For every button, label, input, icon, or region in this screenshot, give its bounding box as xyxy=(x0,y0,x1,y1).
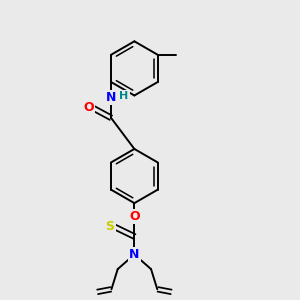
Text: N: N xyxy=(129,248,140,261)
Text: S: S xyxy=(106,220,115,233)
Text: H: H xyxy=(119,91,129,101)
Text: O: O xyxy=(83,101,94,115)
Text: O: O xyxy=(129,210,140,223)
Text: N: N xyxy=(106,91,116,104)
